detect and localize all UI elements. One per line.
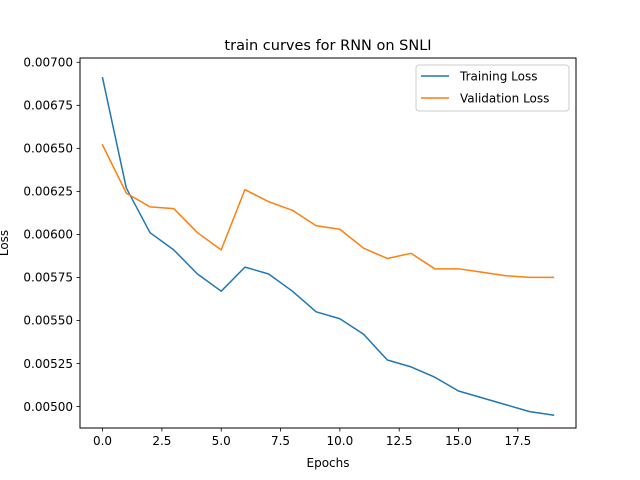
x-tick-label: 7.5	[271, 434, 290, 448]
y-tick-label: 0.00625	[23, 185, 73, 199]
x-tick-label: 10.0	[327, 434, 354, 448]
y-tick-label: 0.00600	[23, 228, 73, 242]
y-tick-label: 0.00525	[23, 357, 73, 371]
y-axis-label: Loss	[0, 230, 11, 256]
legend-label: Validation Loss	[460, 92, 549, 106]
x-axis-label: Epochs	[307, 456, 350, 470]
legend-label: Training Loss	[459, 70, 537, 84]
chart-title: train curves for RNN on SNLI	[224, 38, 431, 54]
plot-frame	[79, 57, 577, 429]
legend: Training Loss Validation Loss	[415, 64, 570, 112]
y-tick-label: 0.00575	[23, 271, 73, 285]
x-tick-label: 17.5	[504, 434, 531, 448]
y-tick-label: 0.00650	[23, 142, 73, 156]
y-axis-ticks: 0.00500 0.00525 0.00550 0.00575 0.00600 0.006…	[23, 56, 80, 414]
x-tick-label: 15.0	[445, 434, 472, 448]
x-tick-label: 2.5	[152, 434, 171, 448]
series-line-validation-loss	[101, 143, 555, 279]
legend-box	[415, 64, 570, 112]
series-line-training-loss	[101, 76, 555, 416]
y-tick-label: 0.00700	[23, 56, 73, 70]
series-lines	[101, 76, 555, 416]
x-tick-label: 5.0	[212, 434, 231, 448]
x-tick-label: 0.0	[93, 434, 112, 448]
x-tick-label: 12.5	[386, 434, 413, 448]
y-tick-label: 0.00675	[23, 99, 73, 113]
y-tick-label: 0.00500	[23, 400, 73, 414]
x-axis-ticks: 0.0 2.5 5.0 7.5 10.0 12.5 15.0 17.5	[93, 428, 531, 448]
y-tick-label: 0.00550	[23, 314, 73, 328]
